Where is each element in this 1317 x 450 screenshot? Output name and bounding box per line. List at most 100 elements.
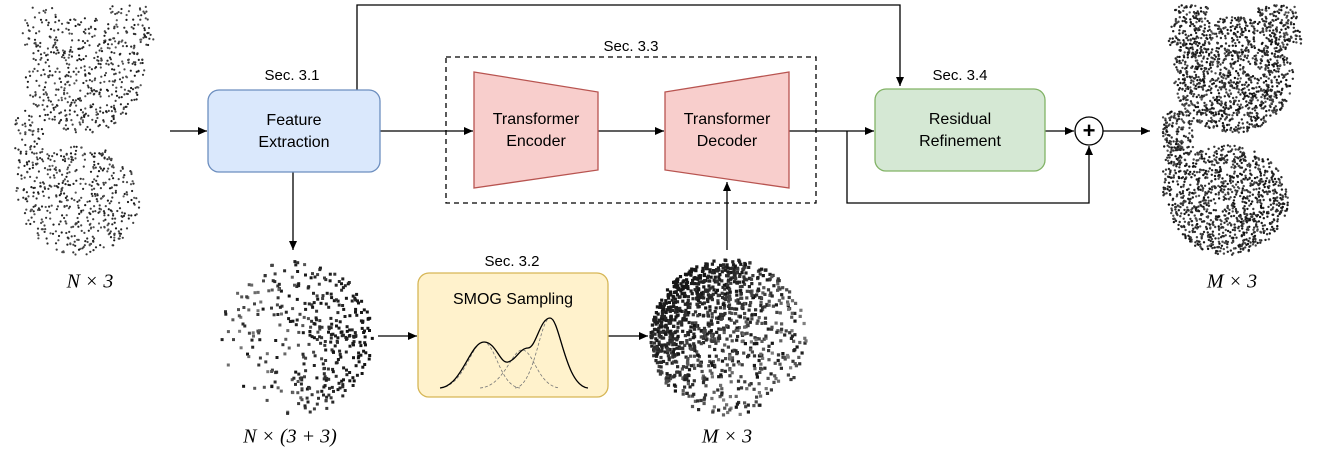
point bbox=[24, 110, 26, 112]
point bbox=[68, 57, 70, 59]
point bbox=[1241, 223, 1243, 225]
point bbox=[70, 119, 72, 121]
point bbox=[357, 356, 360, 359]
point bbox=[1194, 29, 1196, 31]
point bbox=[1247, 129, 1249, 131]
point bbox=[291, 391, 294, 394]
point bbox=[1212, 114, 1214, 116]
point bbox=[329, 317, 332, 320]
point bbox=[1283, 39, 1285, 41]
point bbox=[1233, 199, 1235, 201]
point bbox=[778, 363, 781, 366]
point bbox=[1224, 185, 1226, 187]
point bbox=[368, 358, 371, 361]
point bbox=[1275, 47, 1277, 49]
point bbox=[1230, 166, 1232, 168]
point bbox=[1192, 52, 1194, 54]
point bbox=[1243, 114, 1245, 116]
point bbox=[31, 116, 33, 118]
point bbox=[1239, 151, 1241, 153]
point bbox=[698, 341, 701, 344]
point bbox=[1200, 37, 1202, 39]
point bbox=[88, 86, 90, 88]
point bbox=[1174, 35, 1176, 37]
point bbox=[69, 243, 71, 245]
point bbox=[1237, 104, 1239, 106]
point bbox=[1199, 169, 1201, 171]
point bbox=[19, 132, 21, 134]
point bbox=[701, 370, 704, 373]
point bbox=[669, 336, 672, 339]
point bbox=[1218, 147, 1220, 149]
point bbox=[739, 375, 742, 378]
point bbox=[1186, 76, 1188, 78]
point bbox=[1203, 220, 1205, 222]
point bbox=[33, 221, 35, 223]
point bbox=[111, 196, 113, 198]
point bbox=[144, 29, 146, 31]
point bbox=[1252, 208, 1254, 210]
point bbox=[1269, 232, 1271, 234]
point bbox=[109, 8, 111, 10]
point bbox=[56, 49, 58, 51]
point bbox=[1237, 72, 1239, 74]
point bbox=[771, 294, 774, 297]
point bbox=[107, 214, 109, 216]
point bbox=[685, 378, 688, 381]
point bbox=[1219, 166, 1221, 168]
point bbox=[1194, 245, 1196, 247]
point bbox=[766, 392, 769, 395]
point bbox=[340, 380, 343, 383]
point bbox=[64, 83, 66, 85]
point bbox=[132, 222, 134, 224]
point bbox=[1248, 126, 1250, 128]
point bbox=[1259, 242, 1261, 244]
point bbox=[1177, 96, 1179, 98]
point bbox=[1235, 19, 1237, 21]
point bbox=[292, 377, 295, 380]
point bbox=[1278, 82, 1280, 84]
point bbox=[1197, 63, 1199, 65]
point bbox=[1199, 157, 1201, 159]
point bbox=[42, 99, 44, 101]
point bbox=[1258, 164, 1260, 166]
point bbox=[1188, 165, 1190, 167]
point bbox=[1253, 218, 1255, 220]
point bbox=[118, 202, 120, 204]
point bbox=[1243, 97, 1245, 99]
point bbox=[772, 284, 775, 287]
point bbox=[29, 30, 31, 32]
point bbox=[674, 330, 677, 333]
point bbox=[1238, 23, 1240, 25]
point bbox=[85, 55, 87, 57]
point bbox=[271, 289, 274, 292]
point bbox=[283, 269, 286, 272]
point bbox=[264, 274, 267, 277]
point bbox=[274, 272, 277, 275]
point bbox=[41, 218, 43, 220]
point bbox=[43, 183, 45, 185]
point bbox=[1271, 208, 1273, 210]
point bbox=[311, 393, 314, 396]
point bbox=[1187, 51, 1189, 53]
point bbox=[1230, 22, 1232, 24]
point bbox=[781, 286, 784, 289]
point bbox=[731, 371, 734, 374]
point bbox=[1217, 28, 1219, 30]
point bbox=[114, 79, 116, 81]
point bbox=[29, 148, 31, 150]
point bbox=[297, 373, 300, 376]
point bbox=[1239, 26, 1241, 28]
point bbox=[111, 5, 113, 7]
point bbox=[257, 364, 260, 367]
point bbox=[227, 364, 230, 367]
point bbox=[774, 362, 777, 365]
point bbox=[329, 279, 332, 282]
point bbox=[97, 56, 99, 58]
point bbox=[1226, 246, 1228, 248]
point bbox=[141, 59, 143, 61]
point bbox=[1237, 56, 1239, 58]
point bbox=[1261, 160, 1263, 162]
point bbox=[1256, 176, 1258, 178]
point bbox=[1262, 31, 1264, 33]
